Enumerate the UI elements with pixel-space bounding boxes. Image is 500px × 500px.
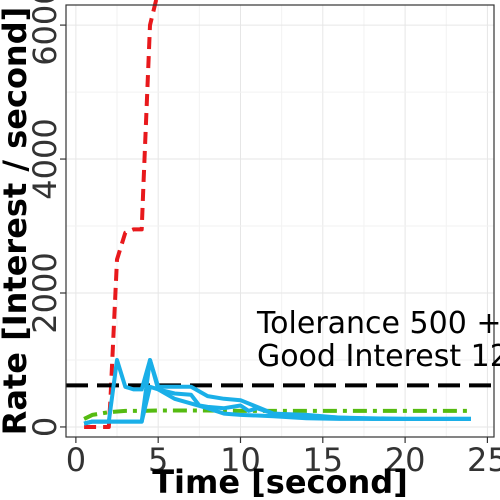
x-axis-title: Time [second] <box>152 463 408 500</box>
x-axis-ticks: 0 5 10 15 20 25 <box>66 437 500 479</box>
grid-lines <box>66 5 494 437</box>
annotation-line-2: Good Interest 120 <box>257 339 500 374</box>
series-line-6 <box>83 384 471 426</box>
x-tick-label: 15 <box>302 441 343 479</box>
series-line-3 <box>83 408 471 421</box>
y-tick-label: 6000 <box>26 0 64 66</box>
x-tick-label: 20 <box>385 441 426 479</box>
x-tick-label: 0 <box>66 441 86 479</box>
series-group <box>66 0 494 429</box>
y-axis-title: Rate [Interest / second] <box>0 7 34 436</box>
annotation-line-1: Tolerance 500 + <box>256 306 500 341</box>
y-tick-label: 0 <box>26 417 64 437</box>
x-tick-label: 5 <box>148 441 168 479</box>
x-tick-label: 10 <box>220 441 261 479</box>
y-tick-label: 4000 <box>26 118 64 199</box>
y-tick-label: 2000 <box>26 252 64 333</box>
series-line-1 <box>84 0 159 429</box>
x-tick-label: 25 <box>467 441 500 479</box>
panel-border <box>65 4 495 438</box>
y-axis-ticks: 0 2000 4000 6000 <box>26 0 66 437</box>
